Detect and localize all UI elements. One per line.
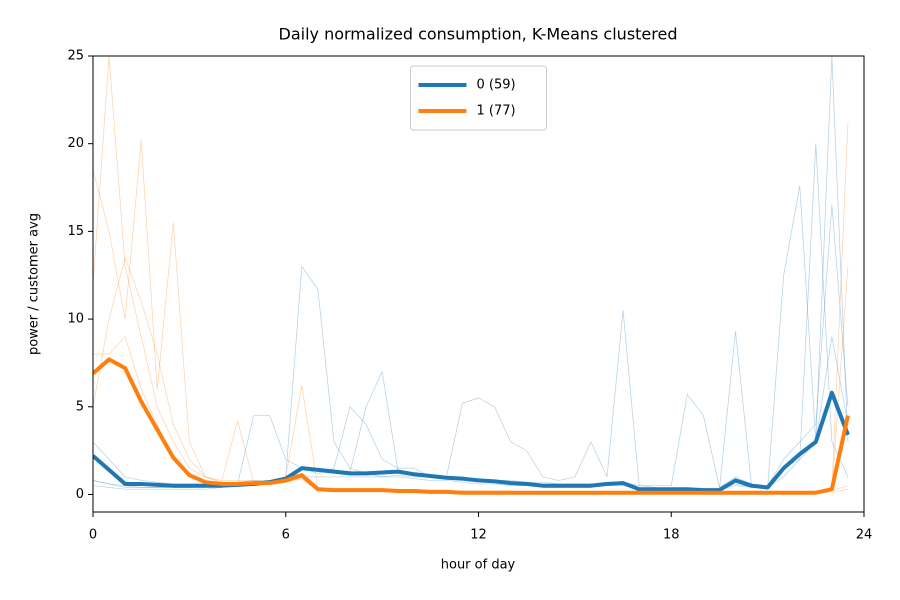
legend-box [410, 65, 547, 131]
cluster-mean-line [93, 357, 850, 495]
cluster-mean-line [93, 390, 850, 493]
x-tick-label: 24 [856, 528, 873, 543]
y-tick-label: 20 [67, 136, 84, 151]
legend-label: 1 (77) [477, 104, 516, 119]
member-line [93, 257, 849, 494]
chart-title: Daily normalized consumption, K-Means cl… [279, 25, 678, 44]
y-tick-label: 0 [76, 487, 84, 502]
member-line [93, 122, 849, 494]
legend-label: 0 (59) [477, 78, 516, 93]
x-tick-label: 0 [89, 528, 97, 543]
member-line [93, 204, 849, 488]
member-line [93, 139, 849, 494]
plot-lines [93, 56, 850, 495]
y-tick-label: 10 [67, 312, 84, 327]
y-tick-label: 5 [76, 399, 84, 414]
y-tick-label: 25 [67, 49, 84, 64]
x-tick-label: 6 [282, 528, 290, 543]
x-axis-label: hour of day [441, 558, 516, 573]
member-line [93, 266, 849, 490]
y-tick-label: 15 [67, 224, 84, 239]
member-line [93, 143, 849, 490]
y-axis-label: power / customer avg [27, 213, 42, 355]
x-tick-label: 12 [470, 528, 487, 543]
x-tick-label: 18 [663, 528, 680, 543]
